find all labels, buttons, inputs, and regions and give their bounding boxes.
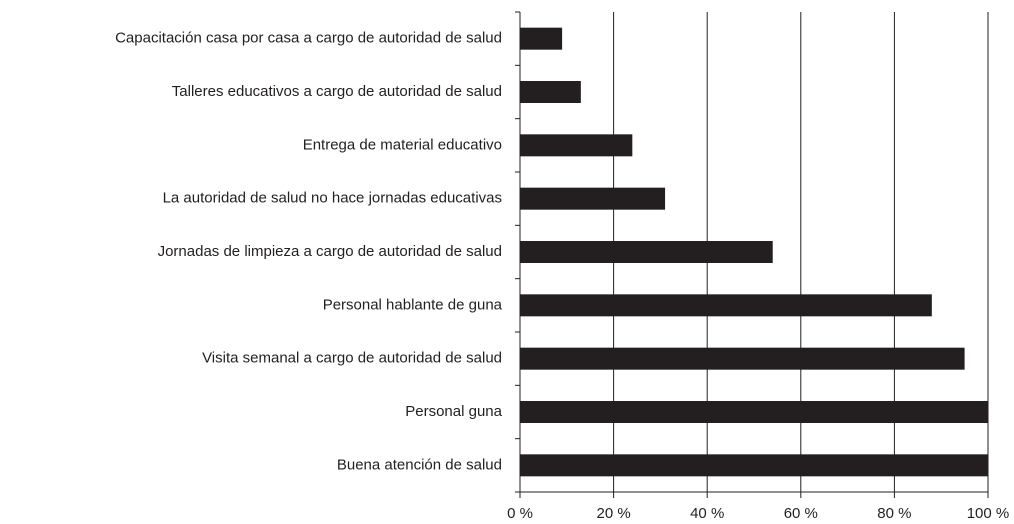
x-tick-label: 80 % xyxy=(877,505,911,522)
y-tick-label: Buena atención de salud xyxy=(337,456,502,473)
bar xyxy=(520,347,965,370)
bar xyxy=(520,27,563,50)
y-tick-label: Talleres educativos a cargo de autoridad… xyxy=(172,83,502,100)
bar xyxy=(520,454,988,477)
y-tick-label: Visita semanal a cargo de autoridad de s… xyxy=(202,350,502,367)
x-tick-label: 100 % xyxy=(967,505,1010,522)
bar xyxy=(520,294,932,317)
bar xyxy=(520,187,666,210)
x-tick-label: 20 % xyxy=(596,505,630,522)
y-tick-label: Personal hablante de guna xyxy=(323,296,503,313)
y-tick-label: Jornadas de limpieza a cargo de autorida… xyxy=(158,243,502,260)
y-tick-label: Capacitación casa por casa a cargo de au… xyxy=(115,30,502,47)
x-tick-label: 40 % xyxy=(690,505,724,522)
y-tick-label: Personal guna xyxy=(405,403,502,420)
bar xyxy=(520,401,988,423)
bar xyxy=(520,81,581,103)
x-tick-label: 60 % xyxy=(784,505,818,522)
y-tick-label: Entrega de material educativo xyxy=(303,136,502,153)
x-tick-label: 0 % xyxy=(507,505,533,522)
y-tick-label: La autoridad de salud no hace jornadas e… xyxy=(163,190,502,207)
bar xyxy=(520,241,773,263)
bar xyxy=(520,134,633,157)
